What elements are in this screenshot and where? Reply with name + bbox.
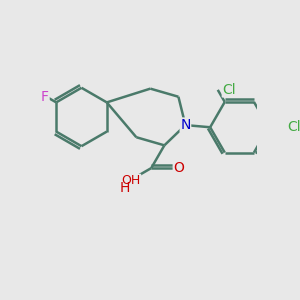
Text: OH: OH [122,174,141,188]
Text: O: O [173,160,184,175]
Text: N: N [180,118,190,132]
Text: Cl: Cl [222,83,236,97]
Text: Cl: Cl [287,120,300,134]
Text: F: F [41,90,49,104]
Text: H: H [119,182,130,196]
